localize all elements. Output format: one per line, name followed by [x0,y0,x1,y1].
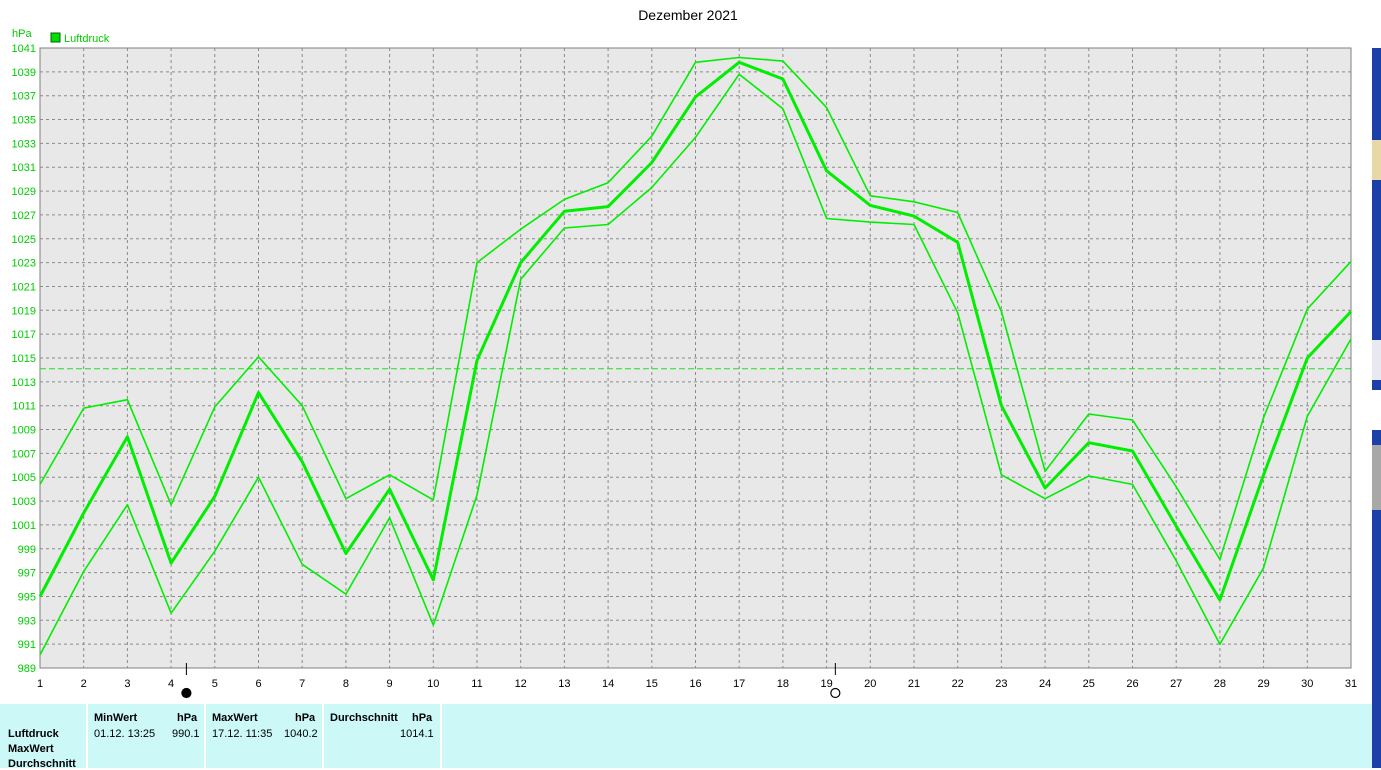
x-tick-label: 9 [387,678,393,690]
x-tick-label: 13 [558,678,570,690]
x-tick-label: 22 [952,678,964,690]
x-tick-label: 28 [1214,678,1226,690]
x-tick-label: 26 [1126,678,1138,690]
y-tick-label: 1017 [12,329,36,341]
stats-max-cell: MaxWert hPa 17.12. 11:35 1040.2 [206,704,322,768]
y-tick-label: 999 [18,544,36,556]
x-tick-labels: 1 2 3 4 5 6 7 8 9 10 11 12 13 14 15 16 17 18 19 20 21 22 23 24 2… [37,678,1357,690]
y-tick-label: 1003 [12,496,36,508]
y-tick-label: 1037 [12,91,36,103]
stats-separator [204,704,206,768]
stats-min-unit: hPa [177,712,198,724]
x-tick-label: 14 [602,678,614,690]
x-tick-label: 11 [471,678,482,690]
y-tick-label: 1019 [12,305,36,317]
y-tick-label: 991 [18,639,36,651]
y-tick-label: 1005 [12,472,36,484]
y-tick-label: 1041 [12,43,36,55]
y-tick-label: 1031 [12,162,36,174]
stats-separator [322,704,324,768]
chart: 989 991 993 995 997 999 1001 1003 1005 1007 1009 10… [12,7,1357,699]
legend-label: Luftdruck [64,33,110,45]
x-tick-label: 23 [995,678,1007,690]
y-tick-label: 1033 [12,138,36,150]
x-tick-label: 4 [168,678,174,690]
y-unit-label: hPa [12,28,32,40]
x-tick-label: 1 [37,678,43,690]
stats-panel: Luftdruck MaxWert Durchschnitt MinWert h… [0,704,1372,770]
stats-min-header: MinWert [94,712,138,724]
y-tick-labels: 989 991 993 995 997 999 1001 1003 1005 1007 1009 10… [12,43,36,675]
moon-markers [181,663,841,699]
stats-avg-unit: hPa [412,712,433,724]
legend-swatch [50,32,61,43]
grid [40,48,1351,668]
stats-max-header: MaxWert [212,712,258,724]
y-tick-label: 997 [18,568,36,580]
x-tick-label: 6 [255,678,261,690]
x-tick-label: 3 [124,678,130,690]
x-tick-label: 12 [515,678,527,690]
x-tick-label: 5 [212,678,218,690]
background-window-edge [1372,0,1381,768]
y-tick-label: 1009 [12,425,36,437]
y-tick-label: 1013 [12,377,36,389]
stats-max-when: 17.12. 11:35 [212,728,273,740]
x-tick-label: 25 [1083,678,1095,690]
x-tick-label: 8 [343,678,349,690]
x-tick-label: 24 [1039,678,1051,690]
stats-separator [86,704,88,768]
y-tick-label: 1039 [12,67,36,79]
stats-row-label-durchschnitt: Durchschnitt [8,758,76,770]
series-line-min [39,73,1352,656]
x-tick-label: 27 [1170,678,1182,690]
stats-min-cell: MinWert hPa 01.12. 13:25 990.1 [88,704,204,768]
y-tick-label: 1035 [12,115,36,127]
stats-min-when: 01.12. 13:25 [94,728,156,740]
y-tick-label: 1029 [12,186,36,198]
x-tick-label: 21 [908,678,920,690]
y-tick-label: 1023 [12,258,36,270]
x-tick-label: 29 [1257,678,1269,690]
stats-avg-value: 1014.1 [400,728,434,740]
y-tick-label: 989 [18,663,36,675]
series-group [38,56,1353,656]
stats-separator [440,704,442,768]
chart-title: Dezember 2021 [638,7,738,23]
y-tick-label: 1021 [12,281,36,293]
y-tick-label: 1001 [12,520,36,532]
y-tick-label: 995 [18,591,36,603]
stats-avg-cell: Durchschnitt hPa 1014.1 [324,704,440,768]
stats-row-label-luftdruck: Luftdruck [8,728,59,740]
x-tick-label: 10 [427,678,439,690]
stats-min-value: 990.1 [172,728,200,740]
y-tick-label: 1027 [12,210,36,222]
stats-row-label-maxwert: MaxWert [8,743,54,755]
x-tick-label: 15 [646,678,658,690]
series-line-max [39,56,1352,561]
y-tick-label: 993 [18,615,36,627]
y-tick-label: 1011 [12,401,36,413]
stats-max-unit: hPa [295,712,316,724]
x-tick-label: 30 [1301,678,1313,690]
y-tick-label: 1025 [12,234,36,246]
x-tick-label: 20 [864,678,876,690]
y-tick-label: 1015 [12,353,36,365]
y-tick-label: 1007 [12,448,36,460]
stats-max-value: 1040.2 [284,728,318,740]
stats-avg-header: Durchschnitt [330,712,398,724]
x-tick-label: 19 [820,678,832,690]
new-moon-marker [181,687,192,699]
x-tick-label: 18 [777,678,789,690]
series-line-mean [38,60,1353,602]
x-tick-label: 31 [1345,678,1357,690]
x-tick-label: 16 [689,678,701,690]
x-tick-label: 7 [299,678,305,690]
x-tick-label: 2 [81,678,87,690]
full-moon-marker [830,687,841,699]
x-tick-label: 17 [733,678,745,690]
